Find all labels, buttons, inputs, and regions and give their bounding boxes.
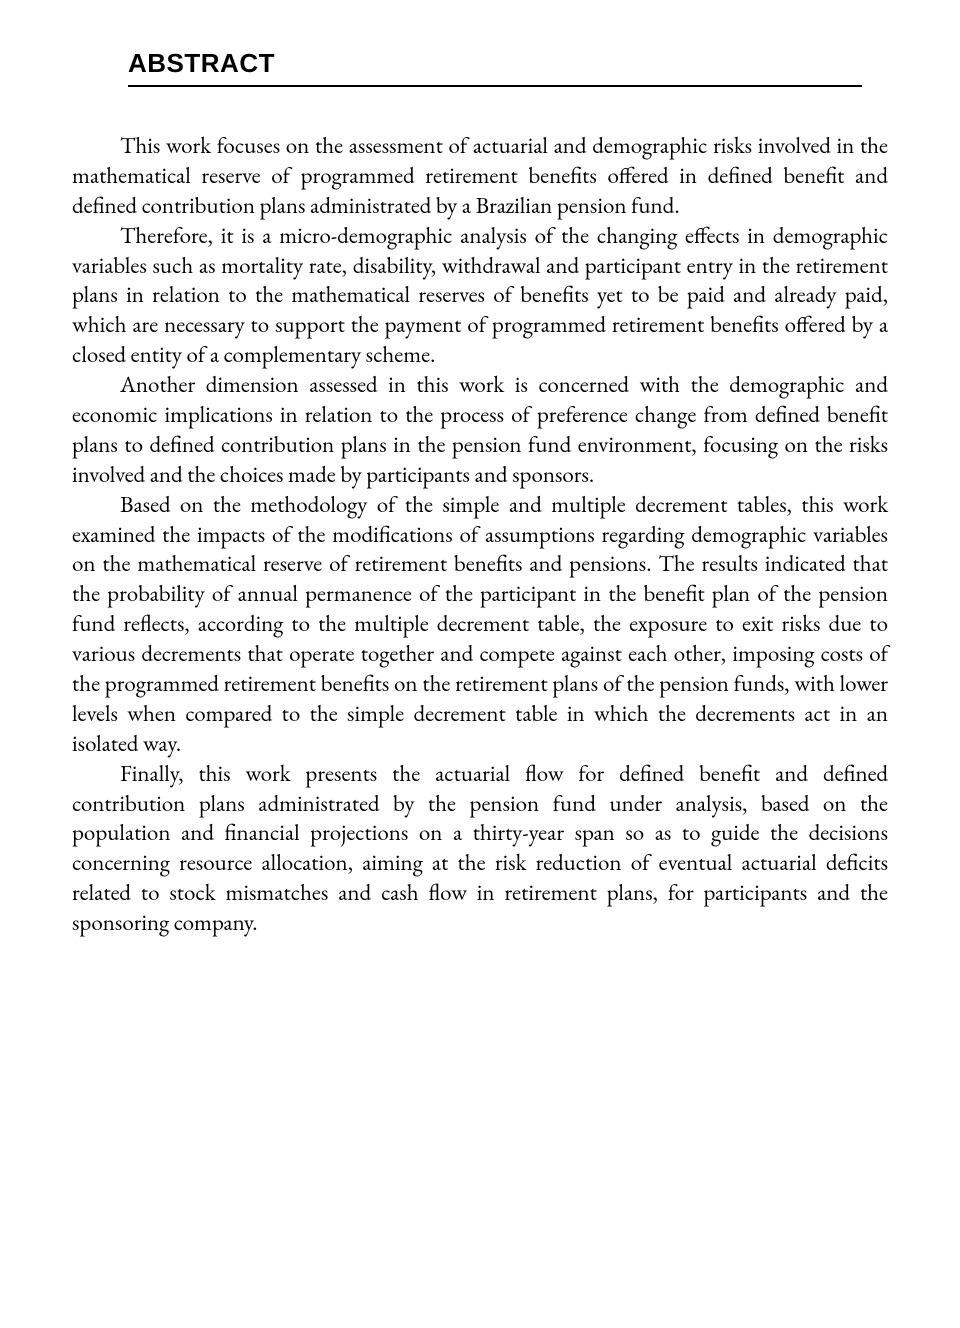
abstract-paragraph: Finally, this work presents the actuaria… [72,759,888,938]
abstract-heading: ABSTRACT [128,48,862,85]
heading-rule [128,85,862,87]
abstract-paragraph: Based on the methodology of the simple a… [72,490,888,759]
abstract-paragraph: Therefore, it is a micro-demographic ana… [72,221,888,370]
abstract-body: This work focuses on the assessment of a… [72,131,888,938]
abstract-paragraph: This work focuses on the assessment of a… [72,131,888,221]
abstract-paragraph: Another dimension assessed in this work … [72,370,888,490]
